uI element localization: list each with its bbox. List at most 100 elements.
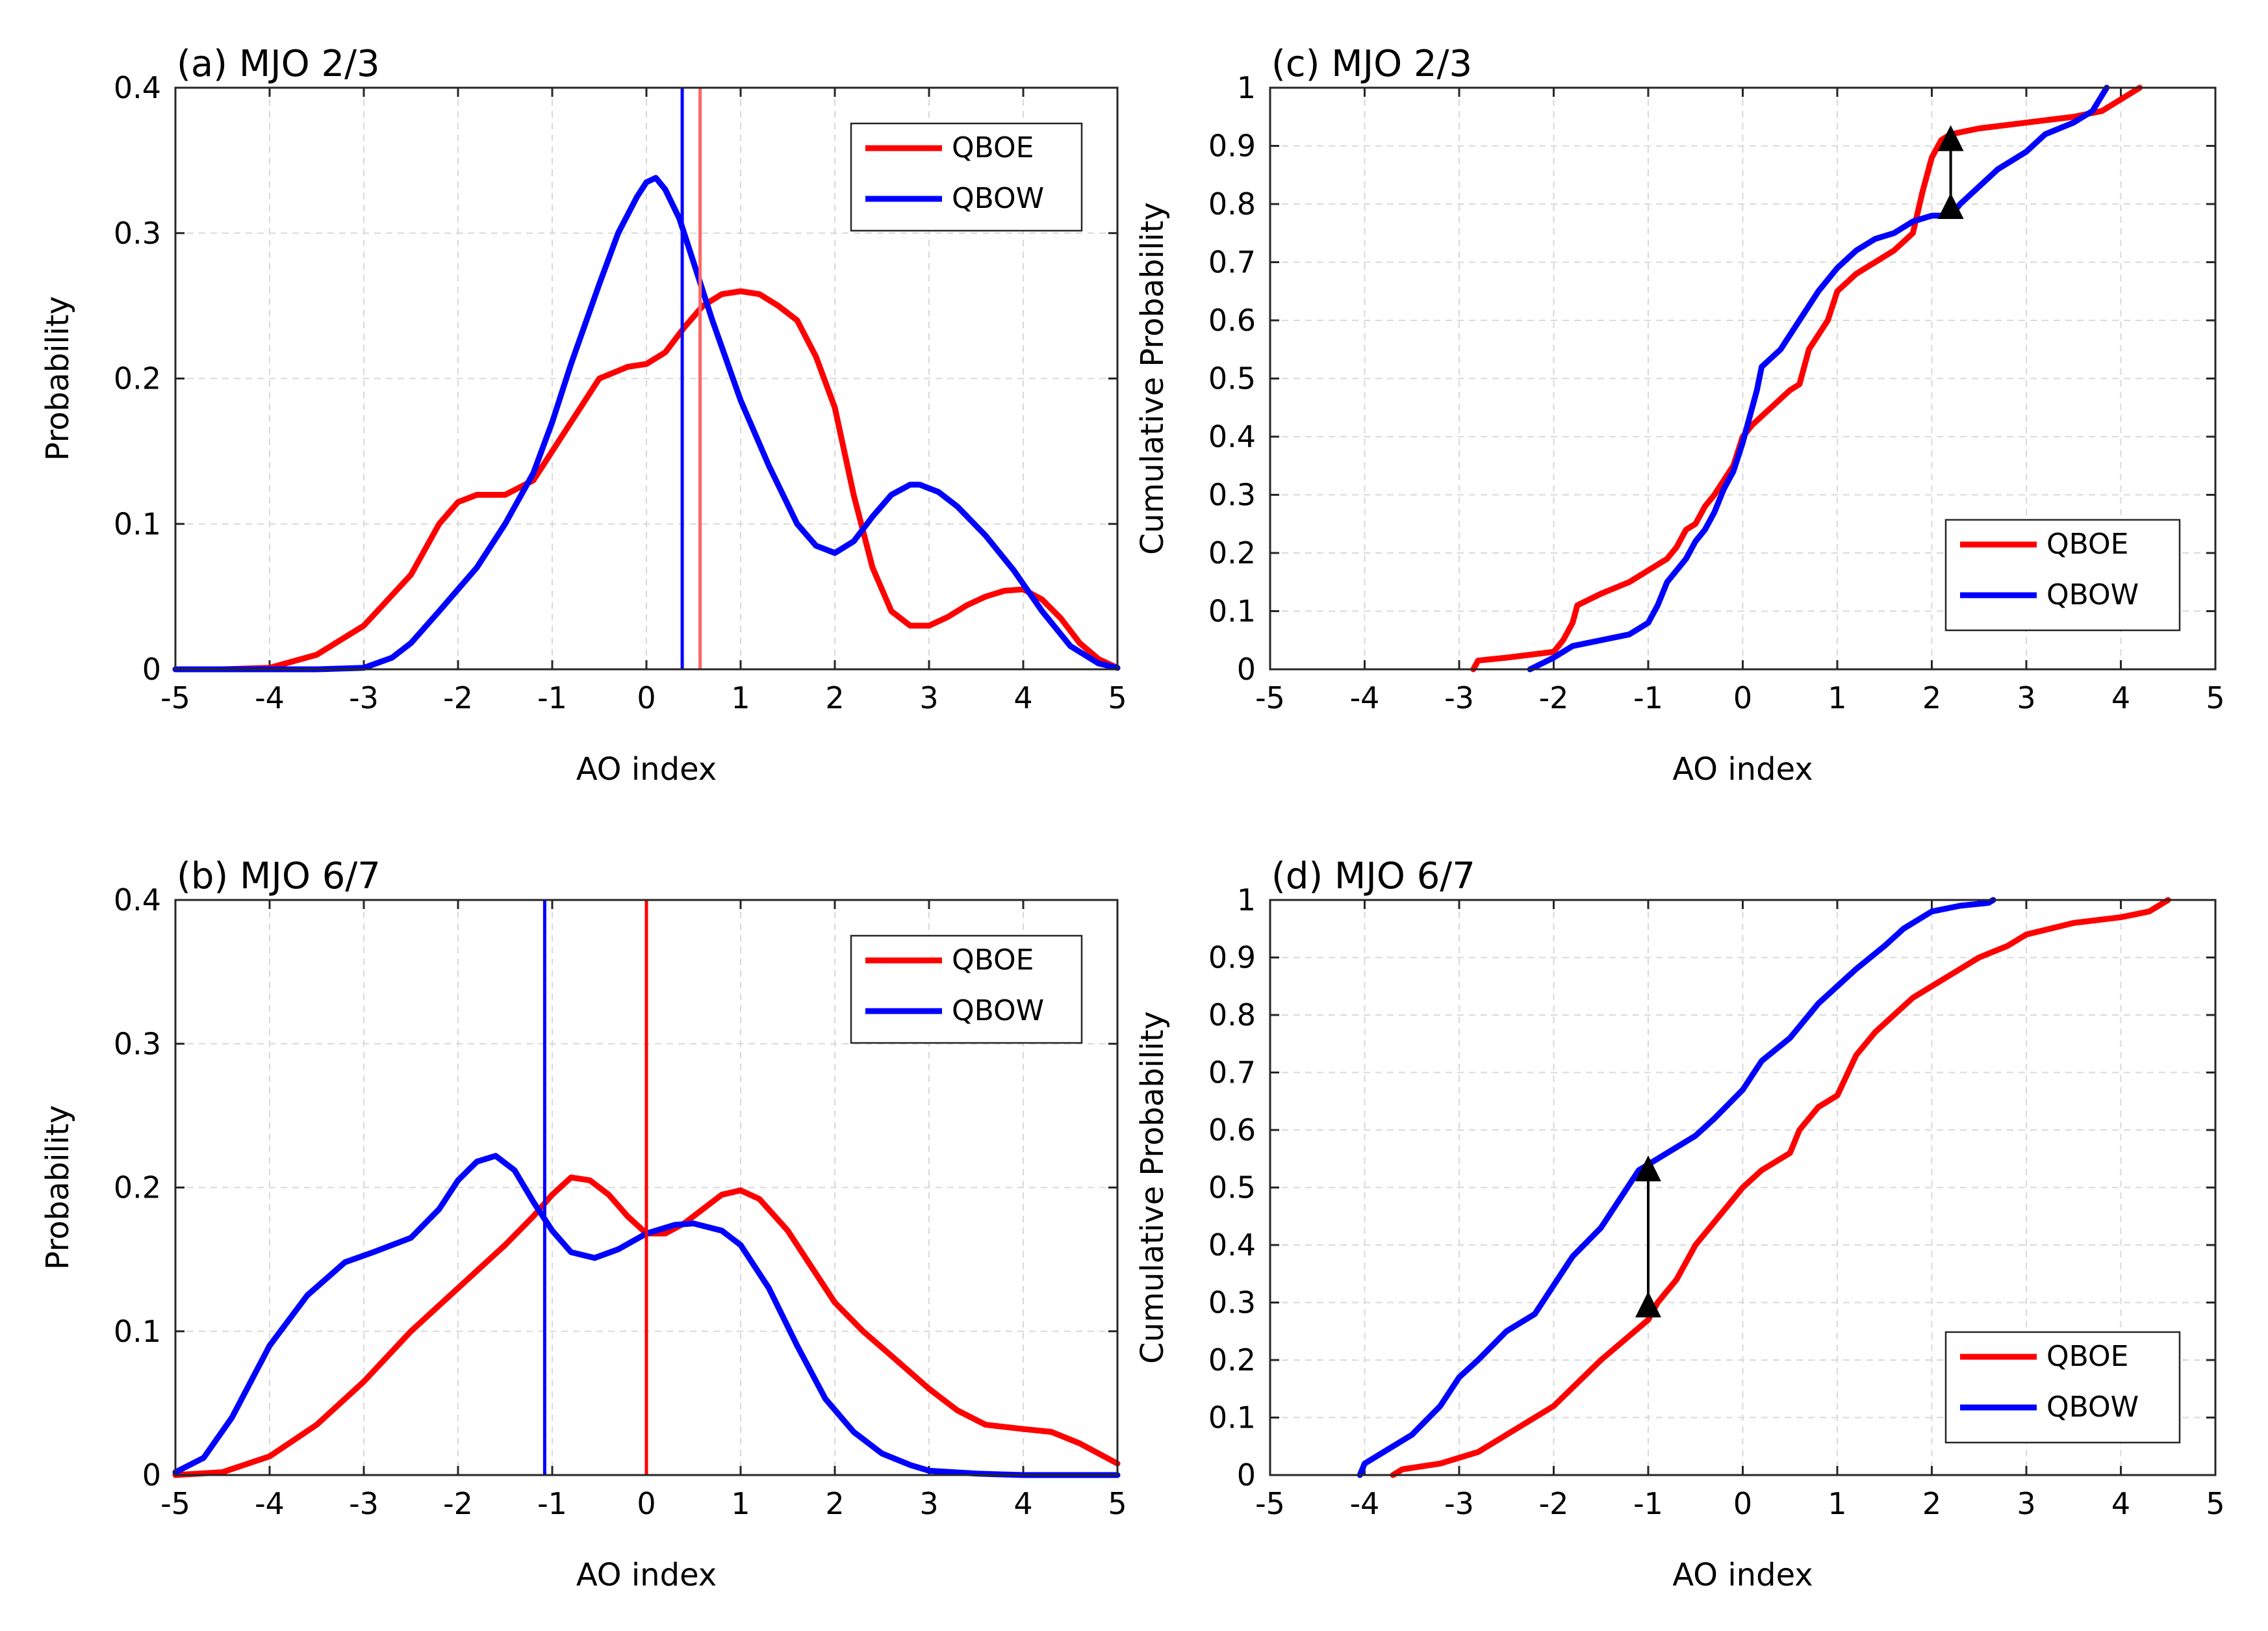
- legend-box: [850, 934, 1083, 1044]
- chart-panel-a: -5 -4 -3 -2 -1 0 1 2 3 4 5 0 0.1 0.2 0.3 0.4 AO index Pro…: [40, 43, 1127, 788]
- legend-label-qboe: QBOE: [2046, 1340, 2128, 1373]
- series-line-qbow: [1357, 897, 1996, 1478]
- panel-title: (a) MJO 2/3: [177, 43, 380, 85]
- x-tick-label: -4: [255, 1486, 285, 1521]
- legend-label-qboe: QBOE: [952, 944, 1034, 977]
- y-tick-label: 0.3: [114, 216, 161, 251]
- y-axis-label: Probability: [40, 1105, 76, 1270]
- x-tick-label: 5: [1108, 680, 1127, 715]
- series-line-qbow: [1527, 84, 2110, 673]
- x-tick-label: 5: [2206, 1486, 2224, 1521]
- x-tick-label: 5: [1108, 1486, 1127, 1521]
- legend-label-qbow: QBOW: [952, 182, 1044, 215]
- x-axis-label: AO index: [576, 751, 717, 788]
- legend: QBOE QBOW: [1944, 1331, 2181, 1444]
- x-tick-label: -5: [1255, 680, 1285, 715]
- x-tick-label: -2: [443, 1486, 473, 1521]
- y-tick-label: 0.4: [1208, 419, 1256, 454]
- axes-box: [1269, 86, 2217, 671]
- x-tick-label: -1: [1633, 680, 1663, 715]
- y-tick-label: 0.8: [1208, 997, 1256, 1033]
- y-tick-label: 0: [1237, 652, 1256, 687]
- x-tick-label: 4: [1013, 680, 1032, 715]
- legend-label-qboe: QBOE: [952, 131, 1034, 164]
- y-tick-label: 0.5: [1208, 1170, 1256, 1205]
- y-tick-label: 0.3: [1208, 478, 1256, 513]
- x-tick-label: 0: [1733, 1486, 1752, 1521]
- chart-panel-c: -5 -4 -3 -2 -1 0 1 2 3 4 5 0 0.1 0.2 0.3 0.4 0.5 0.6 0.7 0.…: [1134, 43, 2225, 788]
- x-tick-label: -1: [1633, 1486, 1663, 1521]
- x-tick-label: 3: [919, 680, 938, 715]
- x-tick-label: -1: [537, 1486, 567, 1521]
- y-tick-label: 0.2: [114, 361, 161, 396]
- panel-title: (b) MJO 6/7: [177, 855, 381, 897]
- x-tick-label: -4: [1350, 1486, 1380, 1521]
- legend-label-qbow: QBOW: [2046, 1391, 2139, 1424]
- y-tick-label: 0.7: [1208, 245, 1256, 280]
- y-tick-label: 0.9: [1208, 940, 1256, 975]
- y-tick-label: 0.6: [1208, 1112, 1256, 1148]
- legend-label-qboe: QBOE: [2046, 528, 2128, 561]
- panel-title: (d) MJO 6/7: [1271, 855, 1475, 897]
- x-tick-label: 1: [731, 680, 750, 715]
- x-tick-label: -5: [160, 1486, 190, 1521]
- x-tick-label: -2: [1539, 1486, 1569, 1521]
- legend: QBOE QBOW: [850, 934, 1083, 1044]
- legend-box: [850, 122, 1083, 232]
- y-tick-label: 0.4: [1208, 1227, 1256, 1263]
- x-tick-label: 4: [2111, 1486, 2130, 1521]
- y-axis-label: Cumulative Probability: [1134, 202, 1171, 555]
- y-tick-label: 0.2: [1208, 535, 1256, 571]
- legend-label-qbow: QBOW: [952, 994, 1044, 1027]
- series-line-qboe: [1390, 897, 2171, 1478]
- x-axis-label: AO index: [1672, 1557, 1813, 1593]
- y-tick-label: 0.7: [1208, 1055, 1256, 1090]
- y-tick-label: 0.6: [1208, 303, 1256, 338]
- axes-box: [174, 899, 1119, 1476]
- y-axis-label: Probability: [40, 296, 76, 461]
- series-line-qbow: [172, 175, 1121, 673]
- legend-box: [1944, 1331, 2181, 1444]
- x-tick-label: -1: [537, 680, 567, 715]
- x-tick-label: 1: [1828, 1486, 1846, 1521]
- legend-box: [1944, 519, 2181, 632]
- y-tick-label: 0.3: [1208, 1285, 1256, 1320]
- axes-box: [174, 86, 1119, 671]
- legend: QBOE QBOW: [850, 122, 1083, 232]
- x-axis-label: AO index: [1672, 751, 1813, 788]
- x-tick-label: -4: [255, 680, 285, 715]
- y-tick-label: 0.2: [1208, 1342, 1256, 1378]
- x-tick-label: -2: [1539, 680, 1569, 715]
- panel-title: (c) MJO 2/3: [1271, 43, 1472, 85]
- x-tick-label: 0: [637, 1486, 656, 1521]
- chart-panel-b: -5 -4 -3 -2 -1 0 1 2 3 4 5 0 0.1 0.2 0.3 0.4 AO index Pro…: [40, 855, 1127, 1593]
- y-tick-label: 0.1: [114, 506, 161, 541]
- x-tick-label: 0: [1733, 680, 1752, 715]
- y-tick-label: 0.4: [114, 882, 161, 918]
- x-tick-label: 4: [1013, 1486, 1032, 1521]
- y-tick-label: 0.1: [1208, 594, 1256, 629]
- y-tick-label: 0.1: [1208, 1400, 1256, 1435]
- x-tick-label: 2: [825, 680, 844, 715]
- y-tick-label: 0.4: [114, 70, 161, 105]
- legend: QBOE QBOW: [1944, 519, 2181, 632]
- x-tick-label: -5: [160, 680, 190, 715]
- x-tick-label: -4: [1350, 680, 1380, 715]
- x-tick-label: 1: [731, 1486, 750, 1521]
- x-tick-label: 2: [1922, 680, 1941, 715]
- y-tick-label: 0.8: [1208, 186, 1256, 222]
- legend-label-qbow: QBOW: [2046, 578, 2139, 611]
- x-tick-label: 0: [637, 680, 656, 715]
- x-tick-label: -5: [1255, 1486, 1285, 1521]
- x-tick-label: 3: [919, 1486, 938, 1521]
- chart-panel-d: -5 -4 -3 -2 -1 0 1 2 3 4 5 0 0.1 0.2 0.3 0.4 0.5 0.6 0.7 0.…: [1134, 855, 2225, 1593]
- x-tick-label: 3: [2017, 680, 2035, 715]
- y-tick-label: 0.5: [1208, 361, 1256, 396]
- y-tick-label: 0.9: [1208, 129, 1256, 164]
- y-axis-label: Cumulative Probability: [1134, 1011, 1171, 1364]
- x-tick-label: 4: [2111, 680, 2130, 715]
- y-tick-label: 0: [142, 1458, 161, 1493]
- series-line-qboe: [172, 288, 1121, 673]
- y-tick-label: 1: [1237, 70, 1256, 105]
